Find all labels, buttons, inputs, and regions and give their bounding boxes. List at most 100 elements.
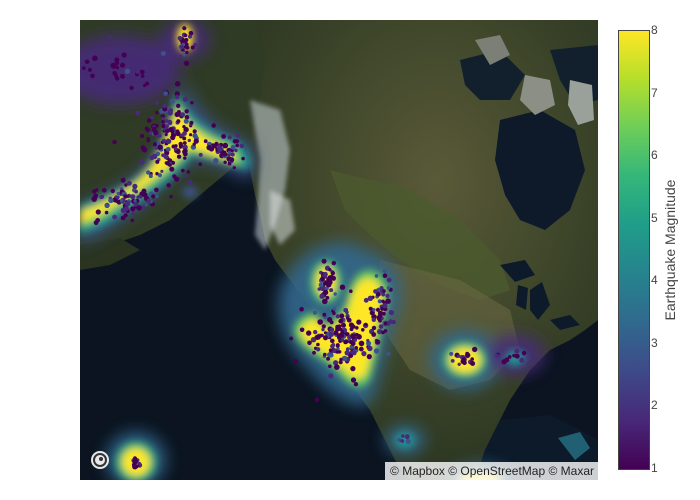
earthquake-point[interactable]	[235, 139, 239, 143]
earthquake-point[interactable]	[372, 318, 376, 322]
earthquake-point[interactable]	[315, 397, 320, 402]
earthquake-point[interactable]	[501, 359, 506, 364]
earthquake-point[interactable]	[317, 319, 323, 325]
earthquake-point[interactable]	[350, 327, 354, 331]
satellite-map[interactable]	[80, 20, 598, 480]
earthquake-point[interactable]	[361, 328, 365, 332]
earthquake-point[interactable]	[322, 313, 326, 317]
earthquake-point[interactable]	[300, 328, 305, 333]
earthquake-point[interactable]	[329, 288, 333, 292]
earthquake-point[interactable]	[343, 308, 347, 312]
earthquake-point[interactable]	[228, 162, 232, 166]
earthquake-point[interactable]	[96, 209, 101, 214]
earthquake-point[interactable]	[167, 183, 171, 187]
earthquake-point[interactable]	[378, 319, 382, 323]
earthquake-point[interactable]	[105, 204, 109, 208]
map-view[interactable]: © Mapbox © OpenStreetMap © Maxar	[80, 20, 598, 480]
earthquake-point[interactable]	[465, 353, 470, 358]
earthquake-point[interactable]	[361, 351, 366, 356]
earthquake-point[interactable]	[383, 273, 388, 278]
earthquake-point[interactable]	[166, 139, 171, 144]
earthquake-point[interactable]	[322, 259, 327, 264]
earthquake-point[interactable]	[321, 328, 324, 331]
earthquake-point[interactable]	[385, 298, 391, 304]
earthquake-point[interactable]	[155, 160, 159, 164]
earthquake-point[interactable]	[332, 312, 335, 315]
earthquake-point[interactable]	[451, 359, 455, 363]
earthquake-point[interactable]	[145, 82, 149, 86]
earthquake-point[interactable]	[332, 261, 336, 265]
earthquake-point[interactable]	[136, 196, 139, 199]
earthquake-point[interactable]	[92, 56, 98, 62]
earthquake-point[interactable]	[155, 194, 159, 198]
earthquake-point[interactable]	[339, 314, 344, 319]
earthquake-point[interactable]	[190, 101, 193, 104]
earthquake-point[interactable]	[140, 160, 145, 165]
earthquake-point[interactable]	[340, 285, 345, 290]
earthquake-point[interactable]	[112, 140, 116, 144]
earthquake-point[interactable]	[367, 346, 373, 352]
earthquake-point[interactable]	[313, 330, 317, 334]
earthquake-point[interactable]	[82, 66, 86, 70]
earthquake-point[interactable]	[139, 464, 142, 467]
earthquake-point[interactable]	[182, 26, 186, 30]
earthquake-point[interactable]	[354, 346, 358, 350]
earthquake-point[interactable]	[325, 296, 329, 300]
earthquake-point[interactable]	[223, 161, 226, 164]
earthquake-point[interactable]	[95, 188, 98, 191]
earthquake-point[interactable]	[168, 120, 173, 125]
earthquake-point[interactable]	[356, 320, 361, 325]
earthquake-point[interactable]	[106, 59, 110, 63]
earthquake-point[interactable]	[132, 464, 138, 470]
earthquake-point[interactable]	[329, 332, 334, 337]
earthquake-point[interactable]	[141, 74, 145, 78]
earthquake-point[interactable]	[139, 58, 143, 62]
earthquake-point[interactable]	[369, 307, 373, 311]
earthquake-point[interactable]	[350, 366, 355, 371]
earthquake-point[interactable]	[194, 139, 199, 144]
earthquake-point[interactable]	[470, 361, 475, 366]
earthquake-point[interactable]	[157, 145, 162, 150]
earthquake-point[interactable]	[366, 339, 369, 342]
earthquake-point[interactable]	[162, 103, 167, 108]
earthquake-point[interactable]	[228, 135, 232, 139]
earthquake-point[interactable]	[175, 129, 179, 133]
earthquake-point[interactable]	[233, 166, 236, 169]
earthquake-point[interactable]	[146, 199, 151, 204]
earthquake-point[interactable]	[241, 157, 245, 161]
earthquake-point[interactable]	[121, 178, 126, 183]
earthquake-point[interactable]	[155, 124, 158, 127]
earthquake-point[interactable]	[328, 365, 332, 369]
earthquake-point[interactable]	[161, 117, 165, 121]
earthquake-point[interactable]	[111, 189, 115, 193]
earthquake-point[interactable]	[120, 63, 125, 68]
earthquake-point[interactable]	[364, 323, 367, 326]
attribution-mapbox-link[interactable]: © Mapbox	[390, 464, 445, 478]
earthquake-point[interactable]	[316, 343, 320, 347]
earthquake-point[interactable]	[102, 188, 107, 193]
earthquake-point[interactable]	[336, 344, 340, 348]
earthquake-point[interactable]	[341, 323, 346, 328]
earthquake-point[interactable]	[229, 157, 234, 162]
earthquake-point[interactable]	[364, 298, 369, 303]
earthquake-point[interactable]	[333, 330, 338, 335]
earthquake-point[interactable]	[163, 91, 168, 96]
earthquake-point[interactable]	[91, 196, 97, 202]
attribution-maxar-link[interactable]: © Maxar	[548, 464, 594, 478]
earthquake-point[interactable]	[142, 189, 147, 194]
earthquake-point[interactable]	[149, 174, 153, 178]
earthquake-point[interactable]	[177, 119, 181, 123]
earthquake-point[interactable]	[151, 75, 154, 78]
earthquake-point[interactable]	[313, 311, 317, 315]
earthquake-point[interactable]	[176, 104, 180, 108]
earthquake-point[interactable]	[114, 74, 118, 78]
earthquake-point[interactable]	[136, 70, 140, 74]
earthquake-point[interactable]	[154, 188, 159, 193]
earthquake-point[interactable]	[165, 124, 169, 128]
earthquake-point[interactable]	[180, 134, 184, 138]
earthquake-point[interactable]	[165, 133, 168, 136]
earthquake-point[interactable]	[514, 349, 519, 354]
earthquake-point[interactable]	[213, 158, 218, 163]
earthquake-point[interactable]	[359, 341, 365, 347]
earthquake-point[interactable]	[307, 341, 312, 346]
